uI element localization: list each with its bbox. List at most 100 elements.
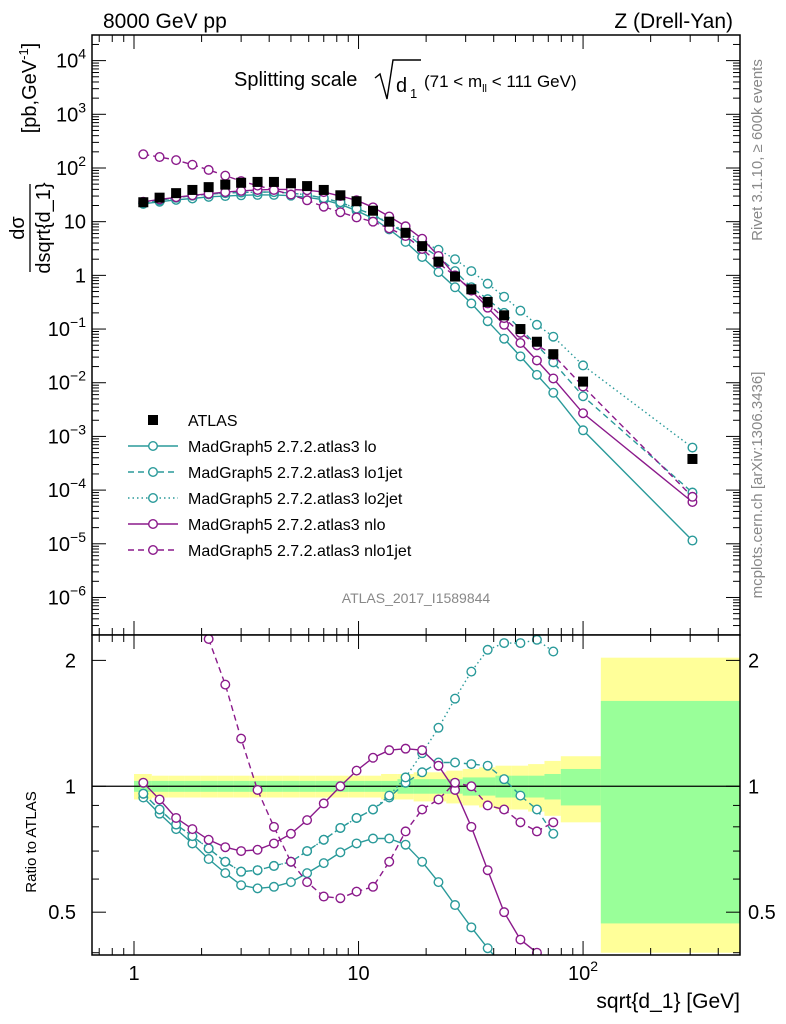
main-series-marker	[450, 282, 461, 293]
atlas-data-point	[531, 336, 542, 347]
atlas-data-point	[368, 205, 379, 216]
ratio-series-marker	[335, 893, 346, 904]
main-series-marker	[187, 159, 198, 170]
main-series-marker	[578, 408, 589, 419]
legend-marker	[147, 493, 158, 504]
ratio-series-marker	[351, 765, 362, 776]
ratio-series-marker	[220, 868, 231, 879]
ratio-series-marker	[466, 821, 477, 832]
atlas-data-point	[687, 453, 698, 464]
ratio-series-marker	[318, 858, 329, 869]
ratio-series-marker	[335, 822, 346, 833]
main-series-marker	[515, 351, 526, 362]
atlas-data-point	[466, 284, 477, 295]
ratio-series-marker	[433, 877, 444, 888]
ratio-series-marker	[417, 767, 428, 778]
ratio-series-marker	[450, 757, 461, 768]
ylabel-numerator: dσ	[7, 216, 29, 240]
atlas-data-point	[482, 296, 493, 307]
ratio-series-marker	[285, 877, 296, 888]
ratio-series-marker	[515, 934, 526, 945]
ratio-series-marker	[433, 760, 444, 771]
atlas-data-point	[252, 176, 263, 187]
header-left-label: 8000 GeV pp	[103, 10, 227, 33]
ratio-series-marker	[236, 733, 247, 744]
main-series-marker	[687, 491, 698, 502]
main-series-marker	[351, 212, 362, 223]
ratio-series-marker	[268, 881, 279, 892]
ratio-series-layer	[138, 635, 559, 955]
ratio-series-marker	[531, 635, 542, 645]
legend: ATLAS MadGraph5 2.7.2.atlas3 lo MadGraph5 …	[128, 413, 412, 560]
plot-title-range-sub: ll	[482, 83, 487, 95]
x-axis-label: sqrt{d_1} [GeV]	[596, 990, 740, 1013]
ratio-series-marker	[335, 781, 346, 792]
atlas-data-point	[384, 216, 395, 227]
ratio-series-group	[138, 635, 559, 955]
main-series-marker	[531, 355, 542, 366]
sqrt-symbol	[374, 59, 421, 100]
ratio-y-tick-label-left: 0.5	[48, 902, 76, 924]
atlas-data-point	[203, 182, 214, 193]
atlas-data-point	[515, 324, 526, 335]
main-y-tick-label: 10−3	[48, 421, 86, 448]
ratio-series-marker	[268, 838, 279, 849]
ratio-series-marker	[417, 745, 428, 756]
plot-title-range-start: (71 < m	[424, 72, 482, 91]
ratio-series-marker	[236, 880, 247, 891]
uncertainty-band-green	[600, 700, 740, 924]
ratio-series-marker	[384, 790, 395, 801]
atlas-data-point	[138, 197, 149, 208]
legend-marker	[147, 467, 158, 478]
plot-title-sqrt-sub: 1	[410, 86, 417, 101]
ratio-plot-frame	[91, 634, 741, 956]
atlas-data-point	[318, 184, 329, 195]
main-series-marker	[138, 149, 149, 160]
ratio-series-marker	[450, 693, 461, 704]
main-series-marker	[499, 333, 510, 344]
main-series-marker	[203, 164, 214, 175]
ratio-series-marker	[482, 943, 493, 954]
ratio-series-marker	[499, 638, 510, 649]
ratio-series-marker	[417, 804, 428, 815]
main-series-line	[143, 188, 693, 503]
mcplots-reference-label: mcplots.cern.ch [arXiv:1306.3436]	[749, 372, 766, 599]
main-series-marker	[466, 266, 477, 277]
main-y-tick-label: 10−1	[48, 314, 86, 341]
ratio-y-tick-label-left: 1	[65, 776, 76, 798]
ratio-series-marker	[466, 781, 477, 792]
ratio-series-marker	[220, 842, 231, 853]
main-series-marker	[482, 278, 493, 289]
ratio-axis-ticks: 0.5 0.5 1 1 2 2 1 10 102	[48, 635, 776, 985]
atlas-data-point	[220, 179, 231, 190]
ratio-series-marker	[515, 638, 526, 649]
main-series-marker	[548, 387, 559, 398]
main-y-tick-label: 10−5	[48, 529, 86, 556]
ratio-series-marker	[466, 759, 477, 770]
main-series-marker	[548, 331, 559, 342]
ratio-series-marker	[531, 804, 542, 815]
atlas-data-point	[154, 192, 165, 203]
x-tick-label: 102	[568, 958, 598, 985]
ratio-series-marker	[499, 774, 510, 785]
main-series-marker	[268, 184, 279, 195]
ratio-series-marker	[252, 844, 263, 855]
atlas-data-point	[285, 178, 296, 189]
main-series-marker	[285, 189, 296, 200]
ratio-series-marker	[368, 804, 379, 815]
main-y-tick-label: 10−6	[48, 582, 86, 609]
ratio-series-marker	[318, 798, 329, 809]
atlas-data-point	[400, 227, 411, 238]
ratio-series-marker	[285, 828, 296, 839]
ratio-series-marker	[482, 644, 493, 655]
main-series-marker	[318, 201, 329, 212]
ratio-series-marker	[515, 790, 526, 801]
ratio-series-marker	[433, 722, 444, 733]
legend-marker	[147, 441, 158, 452]
plot-title-range: (71 < mll < 111 GeV)	[424, 72, 577, 95]
atlas-data-point	[548, 349, 559, 360]
legend-marker	[147, 519, 158, 530]
ratio-series-marker	[171, 812, 182, 823]
uncertainty-band-green	[560, 768, 601, 806]
